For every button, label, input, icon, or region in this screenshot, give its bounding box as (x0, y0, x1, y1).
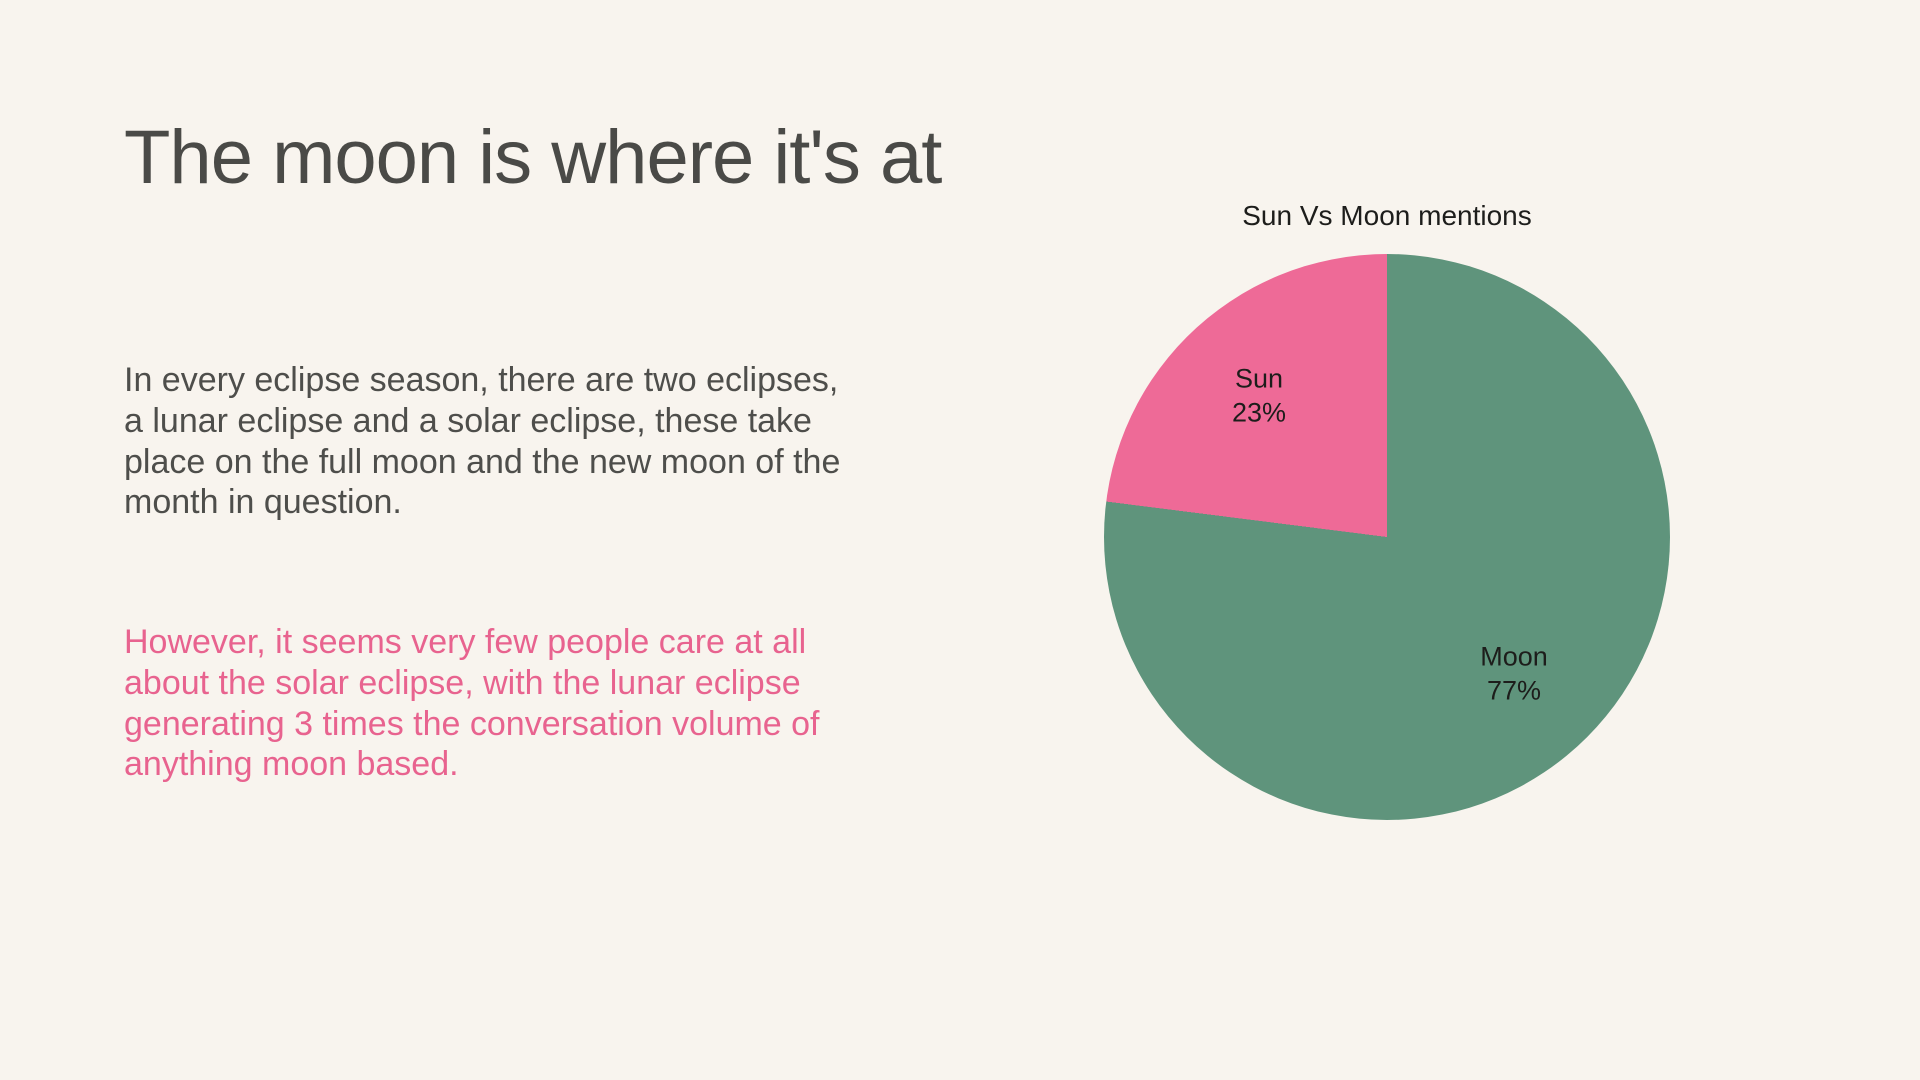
pie-chart: Sun 23% Moon 77% (1104, 254, 1670, 820)
pie-slice-value-moon: 77% (1486, 675, 1542, 705)
pie-slice-name-sun: Sun (1234, 363, 1284, 394)
chart-area: Sun Vs Moon mentions Sun 23% Moon 77% (1104, 200, 1670, 820)
accent-paragraph: However, it seems very few people care a… (124, 623, 820, 784)
pie-slice-value-sun: 23% (1231, 397, 1287, 427)
pie-slice-label-sun: Sun 23% (1232, 362, 1286, 430)
chart-title: Sun Vs Moon mentions (1242, 200, 1532, 231)
body-paragraph: In every eclipse season, there are two e… (124, 361, 841, 522)
pie-slice-name-moon: Moon (1480, 641, 1548, 672)
pie-slice-label-moon: Moon 77% (1480, 640, 1548, 708)
page-title: The moon is where it's at (124, 115, 942, 200)
